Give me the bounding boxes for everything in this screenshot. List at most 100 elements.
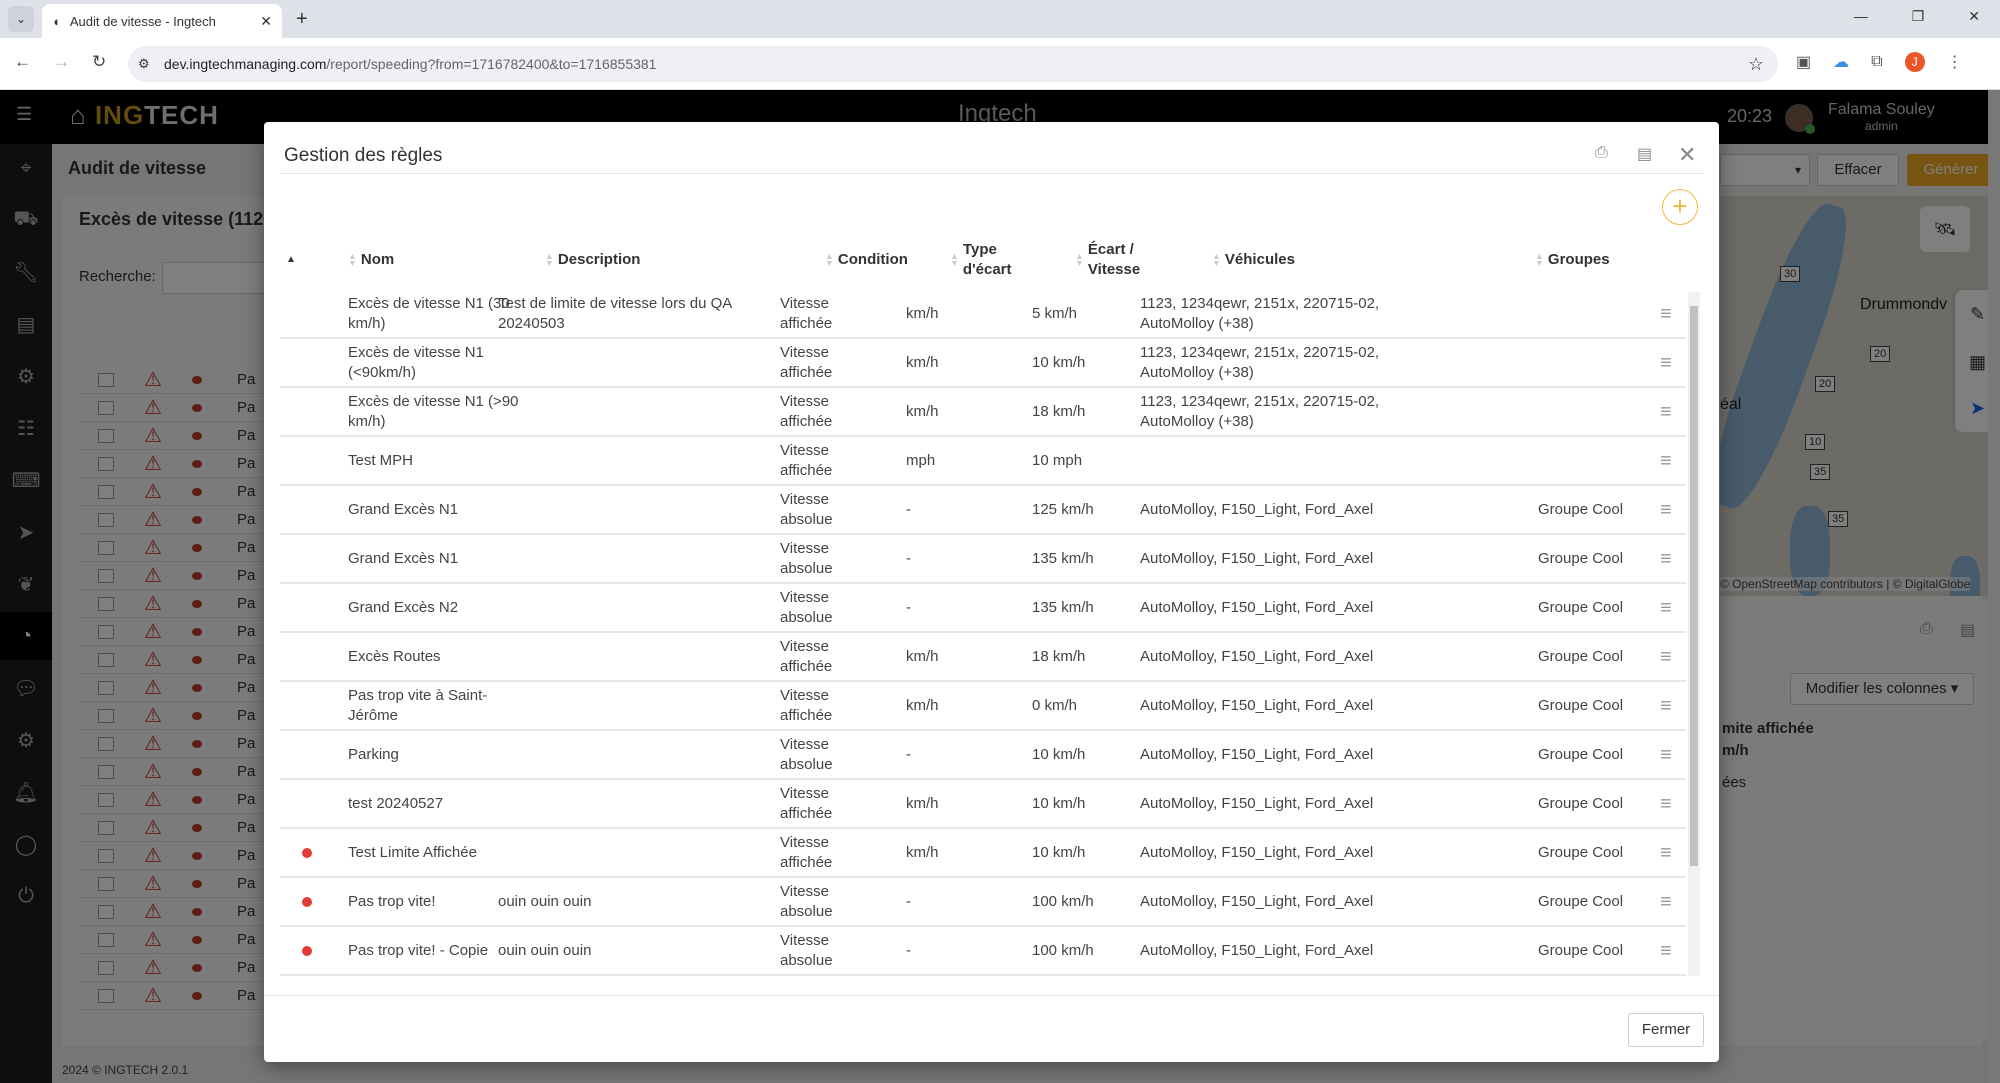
row-menu-icon[interactable]: ≡: [1660, 792, 1672, 815]
row-menu-icon[interactable]: ≡: [1660, 547, 1672, 570]
column-ecart[interactable]: ▲ ▼ Écart / Vitesse: [1075, 241, 1141, 278]
column-name[interactable]: ▲ ▼ Nom: [348, 251, 395, 268]
cell-name: Test MPH: [348, 451, 414, 469]
row-menu-icon[interactable]: ≡: [1660, 694, 1672, 717]
cell-groups: Groupe Cool: [1538, 696, 1624, 714]
csv-export-icon[interactable]: ▤: [1637, 146, 1653, 163]
rule-row[interactable]: Test Limite Affichée Vitesse affichée km/h…: [280, 829, 1686, 878]
cell-name: Grand Excès N1: [348, 549, 459, 567]
rule-row[interactable]: Excès de vitesse N1 (30 km/h) Test de lim…: [280, 290, 1686, 339]
rule-row[interactable]: Pas trop vite! - Copie ouin ouin ouin Vite…: [280, 927, 1686, 976]
cell-type: -: [906, 745, 911, 763]
cell-vehicles: 1123, 1234qewr, 2151x, 220715-02, AutoMo…: [1140, 294, 1380, 332]
cell-condition: Vitesse affichée: [780, 833, 833, 871]
column-vehicles[interactable]: ▲ ▼ Véhicules: [1212, 251, 1295, 268]
url-path: /report/speeding?from=1716782400&to=1716…: [326, 56, 657, 72]
cell-groups: Groupe Cool: [1538, 647, 1624, 665]
rule-row[interactable]: Excès Routes Vitesse affichée km/h 18 km/h A…: [280, 633, 1686, 682]
cell-vehicles: 1123, 1234qewr, 2151x, 220715-02, AutoMo…: [1140, 343, 1380, 381]
back-icon[interactable]: ←: [14, 52, 31, 71]
row-menu-icon[interactable]: ≡: [1660, 841, 1672, 864]
browser-tab[interactable]: ◖ Audit de vitesse - Ingtech ✕: [42, 4, 282, 38]
rule-row[interactable]: Excès de vitesse N1 (>90 km/h) Vitesse af…: [280, 388, 1686, 437]
cell-name: Pas trop vite!: [348, 892, 436, 910]
cloud-extension-icon[interactable]: ☁: [1833, 54, 1850, 71]
puzzle-icon[interactable]: ⧉: [1871, 53, 1883, 70]
column-condition[interactable]: ▲ ▼ Condition: [825, 251, 908, 268]
row-menu-icon[interactable]: ≡: [1660, 596, 1672, 619]
cell-groups: Groupe Cool: [1538, 892, 1624, 910]
cell-name: Grand Excès N1: [348, 500, 459, 518]
rules-table-body: Excès de vitesse N1 (30 km/h) Test de lim…: [280, 290, 1686, 978]
cell-vehicles: AutoMolloy, F150_Light, Ford_Axel: [1140, 549, 1374, 567]
close-button[interactable]: Fermer: [1628, 1013, 1704, 1047]
extension-icon[interactable]: ▣: [1796, 54, 1812, 71]
bookmark-star-icon[interactable]: ☆: [1747, 53, 1764, 74]
rule-row[interactable]: Grand Excès N2 Vitesse absolue - 135 km/h Au…: [280, 584, 1686, 633]
cell-name: Excès de vitesse N1 (30 km/h): [348, 294, 510, 332]
column-description[interactable]: ▲ ▼ Description: [545, 251, 641, 268]
reload-icon[interactable]: ↻: [92, 52, 107, 71]
rule-row[interactable]: test 20240527 Vitesse affichée km/h 10 km/h…: [280, 780, 1686, 829]
browser-tab-bar: [0, 0, 2000, 38]
close-tab-icon[interactable]: ✕: [260, 12, 272, 29]
cell-condition: Vitesse absolue: [780, 931, 833, 969]
cell-vehicles: [1140, 437, 1450, 484]
cell-groups: [1538, 339, 1658, 386]
cell-vehicles: AutoMolloy, F150_Light, Ford_Axel: [1140, 696, 1374, 714]
active-status-dot: [302, 829, 312, 876]
forward-icon[interactable]: →: [53, 52, 70, 71]
tab-search-button[interactable]: ⌄: [8, 6, 34, 32]
cell-description: [498, 437, 773, 484]
site-settings-icon[interactable]: ⚙: [138, 56, 150, 71]
url-host: dev.ingtechmanaging.com: [164, 56, 327, 72]
active-status-dot: [302, 927, 312, 974]
cell-vehicles: AutoMolloy, F150_Light, Ford_Axel: [1140, 892, 1374, 910]
cell-vehicles: AutoMolloy, F150_Light, Ford_Axel: [1140, 500, 1374, 518]
minimize-icon[interactable]: —: [1853, 8, 1868, 24]
rule-row[interactable]: Test MPH Vitesse affichée mph 10 mph ≡: [280, 437, 1686, 486]
row-menu-icon[interactable]: ≡: [1660, 351, 1672, 374]
row-menu-icon[interactable]: ≡: [1660, 743, 1672, 766]
new-tab-button[interactable]: +: [296, 8, 308, 30]
row-menu-icon[interactable]: ≡: [1660, 400, 1672, 423]
row-menu-icon[interactable]: ≡: [1660, 645, 1672, 668]
row-menu-icon[interactable]: ≡: [1660, 449, 1672, 472]
table-scrollbar[interactable]: [1688, 292, 1700, 976]
cell-type: km/h: [906, 304, 939, 322]
cell-type: -: [906, 941, 911, 959]
column-groups[interactable]: ▲ ▼ Groupes: [1535, 251, 1610, 268]
close-icon[interactable]: ✕: [1678, 142, 1697, 167]
url-input[interactable]: ⚙ dev.ingtechmanaging.com/report/speedin…: [128, 46, 1778, 82]
cell-condition: Vitesse absolue: [780, 539, 833, 577]
row-menu-icon[interactable]: ≡: [1660, 890, 1672, 913]
row-menu-icon[interactable]: ≡: [1660, 498, 1672, 521]
browser-menu-icon[interactable]: ⋮: [1946, 54, 1963, 71]
scrollbar-thumb[interactable]: [1690, 306, 1698, 866]
cell-groups: [1538, 388, 1658, 435]
rule-row[interactable]: Excès de vitesse N1 (<90km/h) Vitesse aff…: [280, 339, 1686, 388]
cell-type: -: [906, 892, 911, 910]
row-menu-icon[interactable]: ≡: [1660, 302, 1672, 325]
restore-icon[interactable]: ❐: [1911, 8, 1925, 24]
cell-description: ouin ouin ouin: [498, 892, 592, 910]
sort-active-column-icon[interactable]: ▲: [286, 254, 296, 265]
add-rule-button[interactable]: +: [1662, 189, 1698, 225]
rule-row[interactable]: Pas trop vite à Saint-Jérôme Vitesse affi…: [280, 682, 1686, 731]
rule-row[interactable]: Pas trop vite! ouin ouin ouin Vitesse abso…: [280, 878, 1686, 927]
rule-row[interactable]: Grand Excès N1 Vitesse absolue - 135 km/h Au…: [280, 535, 1686, 584]
cell-condition: Vitesse affichée: [780, 637, 833, 675]
cell-groups: Groupe Cool: [1538, 843, 1624, 861]
profile-avatar[interactable]: J: [1904, 52, 1925, 72]
rule-row[interactable]: Parking Vitesse absolue - 10 km/h AutoMolloy…: [280, 731, 1686, 780]
cell-name: Excès Routes: [348, 647, 441, 665]
cell-condition: Vitesse affichée: [780, 784, 833, 822]
cell-groups: Groupe Cool: [1538, 794, 1624, 812]
pdf-export-icon[interactable]: ⎙: [1595, 144, 1608, 161]
rule-row[interactable]: Grand Excès N1 Vitesse absolue - 125 km/h Au…: [280, 486, 1686, 535]
cell-description: [498, 339, 773, 386]
row-menu-icon[interactable]: ≡: [1660, 939, 1672, 962]
cell-type: -: [906, 598, 911, 616]
column-type[interactable]: ▲ ▼ Type d'écart: [950, 241, 1012, 278]
close-window-icon[interactable]: ✕: [1968, 8, 1980, 24]
